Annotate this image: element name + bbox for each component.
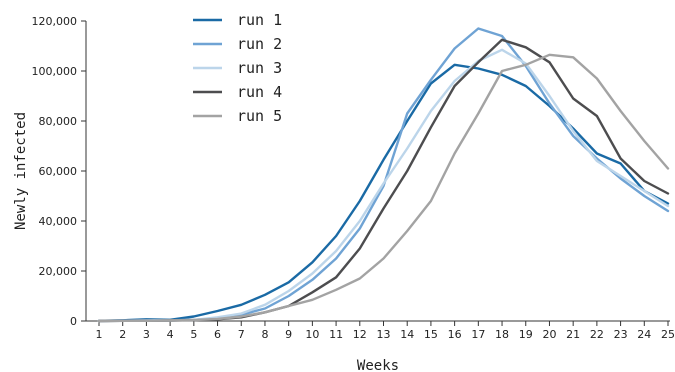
- x-tick-label: 7: [238, 328, 245, 341]
- x-tick-label: 11: [329, 328, 343, 341]
- series-line-run-5: [97, 53, 670, 323]
- legend-label-run-5: run 5: [237, 107, 282, 125]
- y-tick-label: 100,000: [32, 65, 78, 78]
- legend-label-run-3: run 3: [237, 59, 282, 77]
- x-tick-label: 17: [471, 328, 485, 341]
- legend-label-run-1: run 1: [237, 11, 282, 29]
- x-tick-label: 6: [214, 328, 221, 341]
- y-tick-label: 20,000: [39, 265, 78, 278]
- x-tick-label: 18: [495, 328, 509, 341]
- x-tick-label: 23: [614, 328, 628, 341]
- x-tick-label: 9: [285, 328, 292, 341]
- y-tick-label: 40,000: [39, 215, 78, 228]
- x-tick-label: 12: [353, 328, 367, 341]
- y-axis: 0 20,000 40,000 60,000 80,000 100,000 120,000: [32, 15, 87, 328]
- x-axis: 1 2 3 4 5 6 7 8 9 10 11 12 13 14 15 16 17 18 19 20 21 22 23 24 2…: [86, 320, 675, 341]
- x-tick-label: 14: [400, 328, 414, 341]
- series-lines: [97, 27, 670, 323]
- x-tick-label: 19: [519, 328, 533, 341]
- legend-label-run-4: run 4: [237, 83, 282, 101]
- y-tick-label: 80,000: [39, 115, 78, 128]
- series-line-run-2: [97, 27, 670, 323]
- x-tick-label: 4: [167, 328, 174, 341]
- x-tick-label: 16: [448, 328, 462, 341]
- series-line-run-4: [97, 38, 670, 323]
- x-tick-label: 13: [377, 328, 391, 341]
- x-tick-label: 1: [96, 328, 103, 341]
- legend-label-run-2: run 2: [237, 35, 282, 53]
- x-tick-label: 22: [590, 328, 604, 341]
- y-axis-title: Newly infected: [13, 112, 29, 230]
- y-tick-label: 120,000: [32, 15, 78, 28]
- y-tick-label: 0: [70, 315, 77, 328]
- y-tick-label: 60,000: [39, 165, 78, 178]
- x-tick-label: 2: [119, 328, 126, 341]
- x-axis-title: Weeks: [357, 358, 399, 372]
- x-tick-label: 15: [424, 328, 438, 341]
- x-tick-label: 10: [305, 328, 319, 341]
- series-line-run-1: [97, 63, 670, 322]
- x-tick-label: 25: [661, 328, 675, 341]
- x-tick-label: 8: [261, 328, 268, 341]
- x-tick-label: 24: [637, 328, 651, 341]
- legend: run 1 run 2 run 3 run 4 run 5: [193, 11, 282, 125]
- x-tick-label: 21: [566, 328, 580, 341]
- series-line-run-3: [97, 48, 670, 323]
- x-tick-label: 20: [542, 328, 556, 341]
- x-tick-label: 3: [143, 328, 150, 341]
- x-tick-label: 5: [190, 328, 197, 341]
